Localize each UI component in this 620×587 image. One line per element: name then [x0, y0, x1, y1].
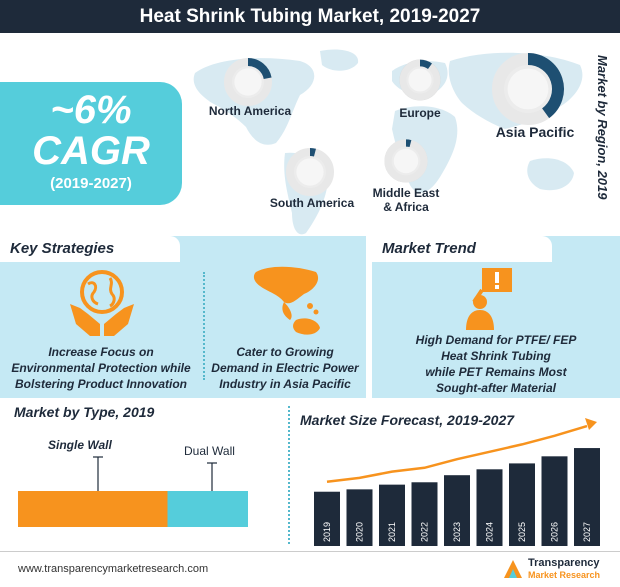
forecast-bar-2025 [509, 463, 535, 546]
forecast-chart-title: Market Size Forecast, 2019-2027 [300, 412, 515, 428]
forecast-bar-2027 [574, 448, 600, 546]
region-donut-middle-east-africa [384, 139, 428, 183]
forecast-bar-2024 [476, 469, 503, 546]
logo-line1: Transparency [528, 557, 600, 569]
cagr-label: CAGR [32, 129, 150, 173]
forecast-bar-2026 [541, 456, 568, 546]
cagr-period: (2019-2027) [50, 175, 132, 192]
type-chart-title: Market by Type, 2019 [14, 404, 155, 420]
cagr-box: ~6% CAGR (2019-2027) [0, 82, 182, 205]
forecast-tick-2022: 2022 [420, 522, 430, 542]
strategy-2-text: Cater to Growing Demand in Electric Powe… [211, 345, 359, 391]
forecast-bar-2019 [314, 491, 340, 546]
strategy-1-text: Increase Focus on Environmental Protecti… [11, 345, 191, 391]
single-wall-label: Single Wall [48, 438, 112, 452]
dual-wall-label: Dual Wall [184, 444, 235, 458]
region-share-arc-asia-pacific [527, 53, 564, 119]
forecast-trend-arrow [326, 424, 588, 483]
key-strategies-panel [0, 236, 366, 398]
forecast-bar-2022 [411, 482, 438, 546]
region-label-north-america: North America [208, 104, 292, 118]
region-donut-south-america [286, 148, 334, 196]
region-donuts [224, 53, 564, 196]
forecast-tick-2024: 2024 [485, 522, 495, 542]
region-donut-europe [399, 59, 441, 101]
asia-pacific-map-icon [253, 266, 320, 335]
region-section-title: Market by Region, 2019 [595, 55, 610, 200]
key-strategies-title: Key Strategies [0, 236, 180, 262]
logo-icon [504, 560, 522, 578]
footer-url[interactable]: www.transparencymarketresearch.com [18, 563, 209, 575]
market-trend-panel [372, 236, 620, 398]
forecast-tick-2027: 2027 [582, 522, 592, 542]
region-donut-north-america [224, 58, 272, 106]
logo-line2: Market Research [528, 570, 601, 580]
forecast-bar-2020 [346, 489, 373, 546]
forecast-bar-2021 [379, 484, 405, 546]
region-label-south-america: South America [269, 196, 355, 210]
forecast-tick-2021: 2021 [387, 522, 397, 542]
strategy-divider [203, 272, 205, 380]
forecast-tick-2026: 2026 [550, 522, 560, 542]
forecast-tick-2025: 2025 [517, 522, 527, 542]
hands-globe-icon [70, 270, 134, 336]
type-chart [18, 456, 248, 527]
region-label-asia-pacific: Asia Pacific [495, 124, 575, 140]
region-label-europe: Europe [399, 106, 441, 120]
forecast-bar-2023 [444, 475, 470, 546]
region-share-arc-europe [419, 59, 432, 70]
region-share-arc-middle-east-africa [405, 139, 412, 148]
market-trend-title: Market Trend [372, 236, 552, 262]
type-bar-single-wall [18, 491, 168, 527]
cagr-value: ~6% [50, 88, 132, 132]
forecast-tick-2019: 2019 [322, 522, 332, 542]
type-bar-dual-wall [167, 491, 248, 527]
region-label-middle-east-africa: Middle East & Africa [372, 186, 440, 214]
forecast-tick-2023: 2023 [452, 522, 462, 542]
person-alert-sign-icon [466, 268, 512, 330]
forecast-chart: 2019 2020 2021 2022 2023 2024 2025 2026 2027 [314, 418, 600, 546]
region-share-arc-north-america [247, 58, 272, 80]
region-share-arc-south-america [309, 148, 316, 157]
market-trend-text: High Demand for PTFE/ FEP Heat Shrink Tu… [415, 333, 577, 395]
footer [0, 551, 620, 587]
page-title: Heat Shrink Tubing Market, 2019-2027 [0, 0, 620, 33]
bottom-divider [288, 406, 290, 544]
forecast-tick-2020: 2020 [355, 522, 365, 542]
forecast-trend-arrowhead [585, 418, 597, 431]
region-donut-asia-pacific [492, 53, 564, 125]
